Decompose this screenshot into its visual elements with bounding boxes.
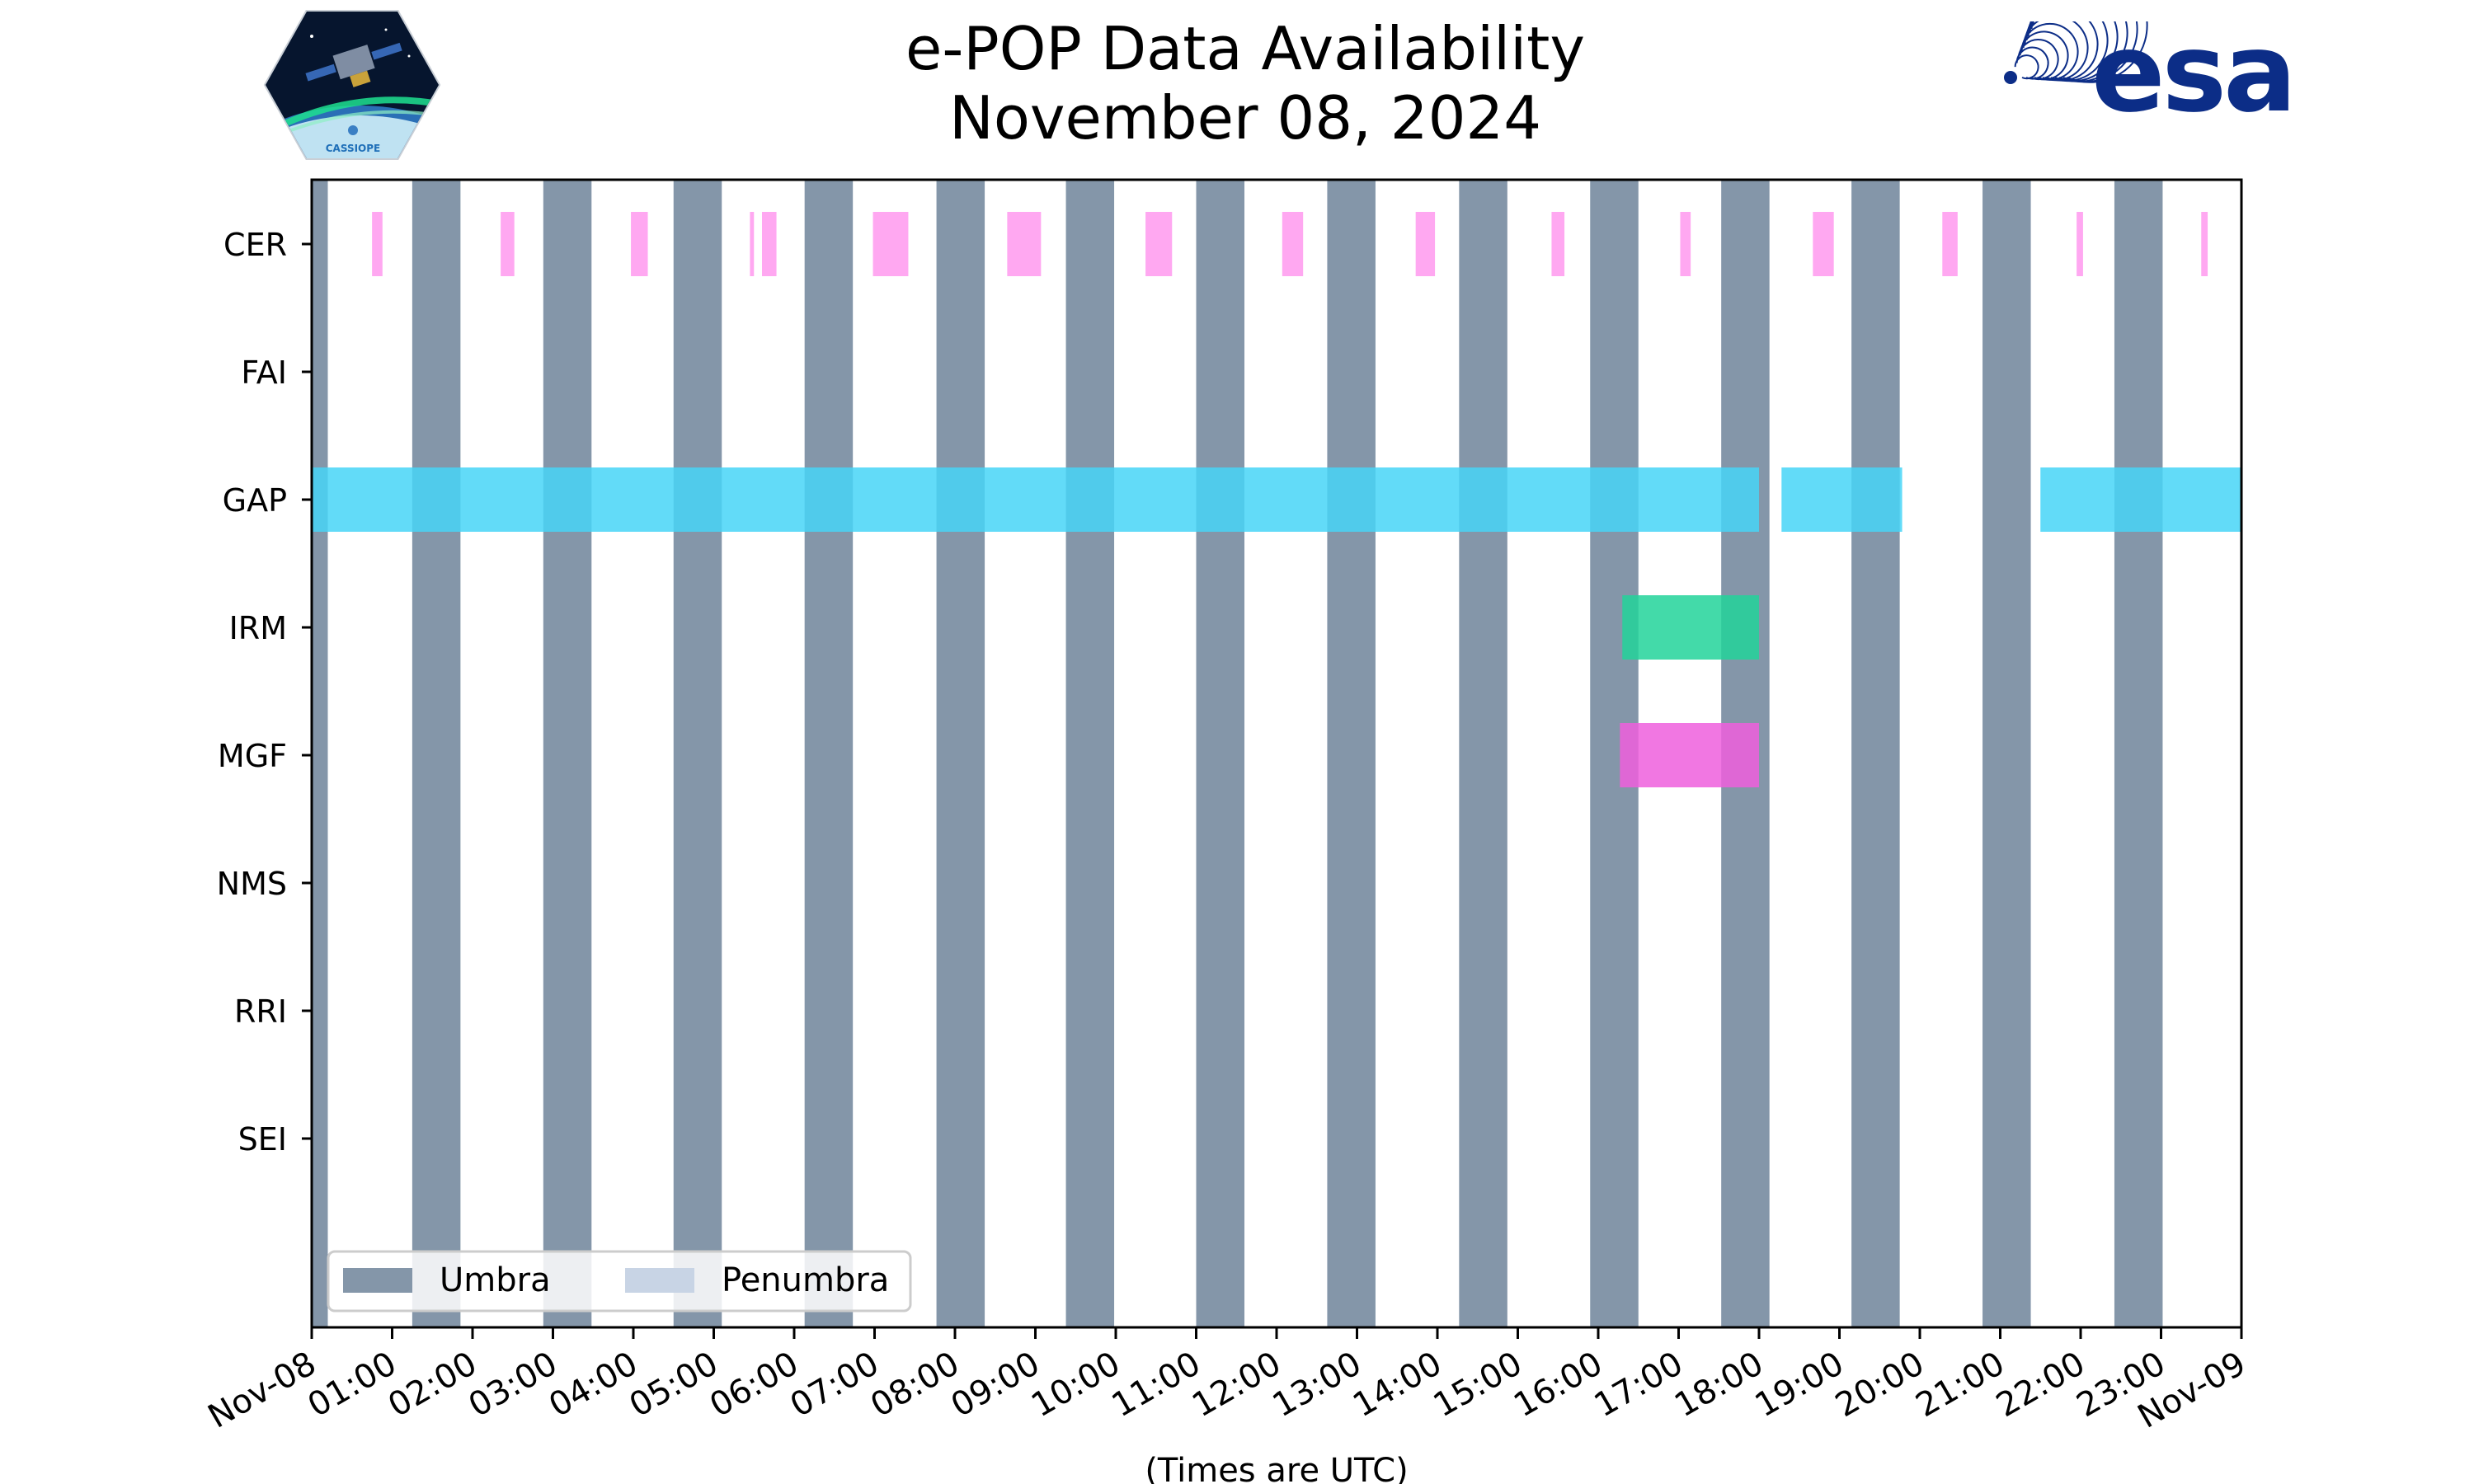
esa-swirl-line (2024, 21, 2099, 82)
y-tick-label: RRI (234, 993, 287, 1030)
x-tick-label: 03:00 (463, 1345, 564, 1425)
x-tick-label: 01:00 (302, 1345, 403, 1425)
x-tick-label: 11:00 (1106, 1345, 1207, 1425)
x-tick-label: 08:00 (864, 1345, 966, 1425)
esa-swirl-line (2027, 21, 2119, 82)
y-tick-label: IRM (229, 610, 287, 646)
y-tick-label: SEI (238, 1121, 287, 1158)
umbra-band (1459, 180, 1507, 1327)
esa-swirl-core (2004, 71, 2017, 84)
x-tick-label: 15:00 (1427, 1345, 1529, 1425)
y-tick-label: FAI (241, 355, 287, 391)
cassiope-logo: CASSIOPE (263, 10, 441, 160)
x-tick-label: 22:00 (1990, 1345, 2091, 1425)
interval-cer (750, 212, 755, 276)
x-tick-label: 19:00 (1749, 1345, 1851, 1425)
umbra-band (543, 180, 592, 1327)
interval-cer (2201, 212, 2208, 276)
umbra-band (412, 180, 461, 1327)
x-tick-label: 09:00 (945, 1345, 1047, 1425)
interval-cer (872, 212, 909, 276)
y-tick-label: MGF (218, 738, 287, 774)
y-tick-label: NMS (217, 866, 287, 902)
interval-cer (1145, 212, 1173, 276)
interval-irm (1622, 595, 1759, 660)
esa-swirl-line (2030, 21, 2138, 83)
x-axis: Nov-0801:0002:0003:0004:0005:0006:0007:0… (202, 1327, 2252, 1436)
x-tick-label: 02:00 (382, 1345, 483, 1425)
legend-swatch-umbra (343, 1268, 412, 1293)
interval-cer (1680, 212, 1691, 276)
umbra-bands (312, 180, 2163, 1327)
x-tick-label: 12:00 (1186, 1345, 1287, 1425)
x-tick-label: 05:00 (623, 1345, 725, 1425)
esa-logo: esa (2004, 21, 2297, 134)
umbra-band (1065, 180, 1115, 1327)
x-tick-label: 10:00 (1025, 1345, 1126, 1425)
esa-swirl-line (2017, 39, 2059, 80)
x-tick-label: 13:00 (1267, 1345, 1368, 1425)
esa-swirl-line (2015, 46, 2049, 80)
x-tick-label: 04:00 (543, 1345, 644, 1425)
legend: Umbra Penumbra (327, 1250, 912, 1313)
chart-subtitle: November 08, 2024 (949, 83, 1541, 153)
interval-cer (1415, 212, 1436, 276)
x-tick-label: 20:00 (1829, 1345, 1931, 1425)
x-axis-label: (Times are UTC) (1145, 1452, 1408, 1484)
x-tick-label: 17:00 (1588, 1345, 1690, 1425)
umbra-band (936, 180, 985, 1327)
interval-gap (2040, 467, 2241, 532)
umbra-band (1851, 180, 1900, 1327)
x-tick-label: 14:00 (1347, 1345, 1448, 1425)
legend-swatch-penumbra (625, 1268, 694, 1293)
umbra-band (2114, 180, 2163, 1327)
y-tick-label: CER (223, 227, 287, 263)
plot-area (312, 180, 2241, 1327)
esa-swirl-line (2029, 21, 2128, 82)
interval-cer (1942, 212, 1958, 276)
umbra-band (1982, 180, 2031, 1327)
esa-wordmark: esa (2091, 21, 2293, 134)
umbra-band (804, 180, 854, 1327)
interval-cer (1282, 212, 1304, 276)
umbra-band (1327, 180, 1376, 1327)
interval-cer (1007, 212, 1042, 276)
esa-swirl-line (2032, 21, 2148, 83)
interval-cer (1551, 212, 1565, 276)
interval-mgf (1620, 723, 1759, 787)
data-intervals (312, 212, 2241, 787)
umbra-band (673, 180, 722, 1327)
interval-gap (1781, 467, 1903, 532)
legend-label-penumbra: Penumbra (722, 1261, 889, 1299)
x-tick-label: 06:00 (703, 1345, 805, 1425)
esa-swirl-icon (2004, 21, 2148, 84)
interval-cer (2077, 212, 2083, 276)
interval-cer (372, 212, 383, 276)
cassiope-label: CASSIOPE (326, 143, 381, 154)
umbra-band (312, 180, 328, 1327)
x-tick-label: 21:00 (1910, 1345, 2011, 1425)
umbra-band (1196, 180, 1244, 1327)
x-tick-label: 16:00 (1507, 1345, 1609, 1425)
y-axis: CER FAI GAP IRM MGF NMS RRI SEI (217, 227, 312, 1158)
legend-box (327, 1250, 912, 1313)
chart-title: e-POP Data Availability (905, 14, 1585, 83)
legend-label-umbra: Umbra (440, 1261, 551, 1299)
interval-cer (501, 212, 515, 276)
esa-swirl-line (2025, 21, 2109, 82)
interval-cer (762, 212, 777, 276)
interval-cer (631, 212, 648, 276)
interval-cer (1813, 212, 1834, 276)
x-tick-label: 07:00 (784, 1345, 886, 1425)
interval-gap (312, 467, 1759, 532)
y-tick-label: GAP (223, 482, 287, 519)
x-tick-label: 18:00 (1668, 1345, 1770, 1425)
